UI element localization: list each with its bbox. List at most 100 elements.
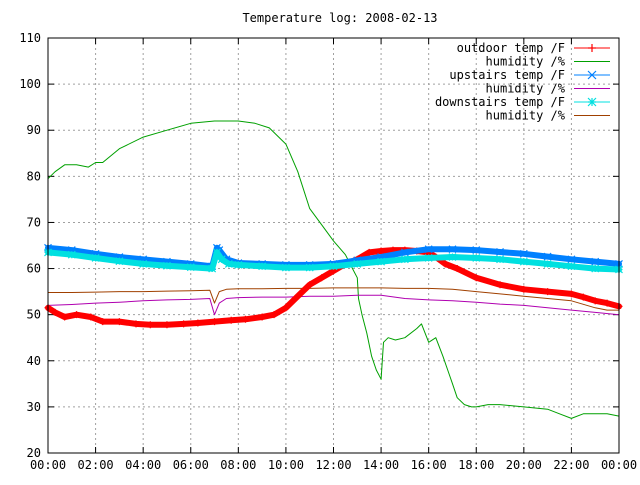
x-tick-label: 02:00: [78, 458, 114, 472]
x-tick-label: 06:00: [173, 458, 209, 472]
y-tick-label: 50: [27, 308, 41, 322]
x-tick-label: 14:00: [363, 458, 399, 472]
data-point: [496, 281, 504, 289]
legend-label: humidity /%: [486, 82, 566, 96]
data-point: [544, 288, 552, 296]
x-tick-label: 08:00: [220, 458, 256, 472]
data-point: [424, 254, 433, 262]
data-point: [519, 249, 528, 258]
x-axis: 00:00 02:00 04:00 06:00 08:00 10:00 12:00 14:00…: [30, 38, 637, 472]
data-point: [305, 263, 314, 272]
data-point: [329, 262, 338, 271]
data-point: [87, 313, 95, 321]
data-point: [294, 292, 302, 300]
data-point: [472, 254, 481, 262]
data-point: [224, 260, 233, 268]
data-point: [91, 254, 100, 262]
y-tick-label: 80: [27, 169, 41, 183]
data-point: [448, 253, 457, 261]
legend-label: humidity /%: [486, 55, 566, 69]
data-point: [212, 248, 221, 257]
data-point: [567, 262, 576, 271]
data-point: [258, 262, 267, 271]
data-point: [234, 260, 243, 269]
data-point: [591, 297, 599, 305]
data-point: [400, 248, 409, 257]
plot-frame: [47, 37, 620, 454]
data-point: [353, 260, 362, 268]
data-point: [281, 263, 290, 272]
x-tick-label: 00:00: [30, 458, 66, 472]
data-point: [217, 255, 226, 264]
series-line: [47, 120, 620, 419]
legend-marker: [587, 97, 597, 107]
x-tick-label: 00:00: [601, 458, 637, 472]
y-tick-label: 100: [19, 77, 41, 91]
data-point: [258, 313, 266, 321]
x-tick-label: 18:00: [458, 458, 494, 472]
data-point: [591, 264, 600, 273]
data-point: [208, 264, 217, 273]
data-point: [282, 304, 290, 312]
data-point: [180, 320, 188, 328]
data-point: [567, 290, 575, 298]
y-tick-label: 90: [27, 123, 41, 137]
data-point: [567, 255, 576, 264]
y-tick-label: 20: [27, 446, 41, 460]
data-point: [377, 257, 386, 266]
data-point: [441, 260, 449, 268]
data-point: [194, 319, 202, 327]
data-point: [270, 311, 278, 319]
data-point: [496, 248, 504, 256]
legend-label: humidity /%: [486, 109, 566, 123]
legend-label: upstairs temp /F: [449, 68, 565, 82]
series-layer: [44, 120, 623, 419]
x-tick-label: 10:00: [268, 458, 304, 472]
data-point: [132, 320, 140, 328]
data-point: [424, 245, 433, 254]
x-tick-label: 20:00: [506, 458, 542, 472]
x-tick-label: 04:00: [125, 458, 161, 472]
data-point: [163, 261, 171, 270]
data-point: [603, 299, 611, 307]
y-tick-label: 110: [19, 31, 41, 45]
y-tick-label: 70: [27, 215, 41, 229]
x-tick-label: 12:00: [315, 458, 351, 472]
data-point: [51, 308, 59, 316]
y-tick-label: 60: [27, 262, 41, 276]
data-point: [520, 285, 528, 293]
data-point: [448, 245, 457, 254]
legend-label: downstairs temp /F: [435, 95, 565, 109]
legend-label: outdoor temp /F: [457, 41, 565, 55]
data-point: [318, 274, 326, 282]
data-point: [115, 257, 124, 266]
grid: [48, 38, 619, 453]
data-point: [579, 293, 587, 301]
data-point: [163, 321, 171, 329]
data-point: [146, 321, 154, 329]
data-point: [115, 318, 123, 326]
x-tick-label: 16:00: [411, 458, 447, 472]
data-point: [73, 311, 81, 319]
legend-marker: [587, 70, 597, 80]
data-point: [306, 281, 314, 289]
data-point: [472, 246, 481, 255]
data-point: [519, 257, 528, 266]
legend-marker: [588, 44, 596, 52]
series-line: [45, 249, 622, 273]
data-point: [241, 315, 249, 323]
data-point: [543, 260, 552, 268]
data-point: [61, 313, 69, 321]
y-tick-label: 40: [27, 354, 41, 368]
data-point: [139, 260, 148, 268]
data-point: [211, 318, 219, 326]
data-point: [472, 274, 480, 282]
data-point: [365, 248, 373, 256]
data-point: [67, 250, 76, 259]
data-point: [377, 247, 385, 255]
data-point: [99, 318, 107, 326]
data-point: [453, 265, 461, 273]
x-tick-label: 22:00: [553, 458, 589, 472]
